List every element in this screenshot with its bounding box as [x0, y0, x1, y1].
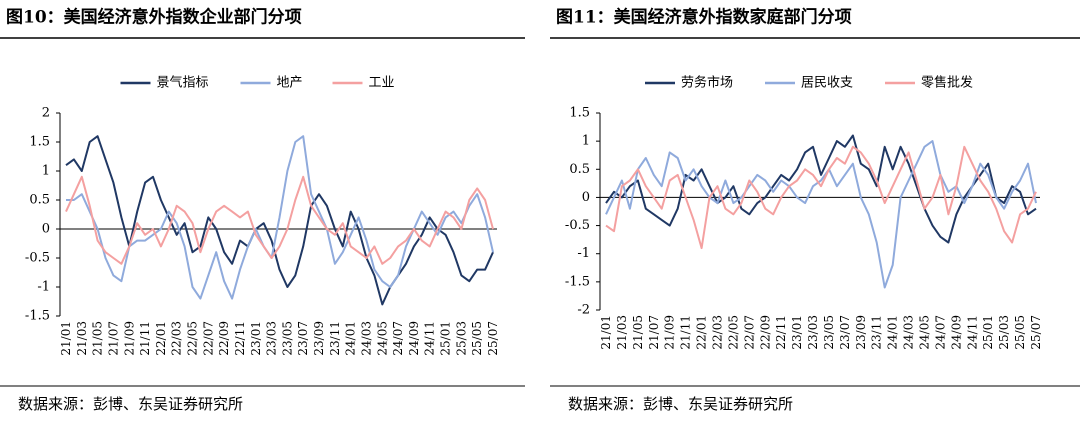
- y-tick-label: -0.5: [25, 251, 50, 266]
- x-tick-label: 22/03: [710, 315, 724, 350]
- chart-title: 图10：美国经济意外指数企业部门分项: [6, 7, 302, 28]
- y-tick-label: 0: [582, 190, 590, 205]
- x-tick-label: 23/05: [822, 315, 836, 350]
- x-tick-label: 25/01: [439, 321, 453, 356]
- x-tick-label: 22/09: [217, 321, 231, 356]
- series-line: [605, 134, 1037, 244]
- x-tick-label: 21/05: [631, 315, 645, 350]
- x-tick-label: 21/09: [122, 321, 136, 356]
- x-tick-label: 24/05: [375, 321, 389, 356]
- legend-label: 零售批发: [921, 75, 973, 91]
- x-tick-label: 24/01: [886, 315, 900, 350]
- x-tick-label: 22/11: [774, 315, 788, 350]
- x-tick-label: 25/05: [470, 321, 484, 356]
- x-tick-label: 22/07: [742, 315, 756, 350]
- x-tick-label: 25/01: [981, 315, 995, 350]
- x-tick-label: 23/01: [790, 315, 804, 350]
- x-tick-label: 23/05: [280, 321, 294, 356]
- x-tick-label: 25/03: [997, 315, 1011, 350]
- y-tick-label: 1.5: [29, 135, 50, 150]
- legend-label: 景气指标: [157, 75, 209, 91]
- x-tick-label: 21/03: [75, 321, 89, 356]
- x-tick-label: 23/03: [265, 321, 279, 356]
- x-tick-label: 24/03: [902, 315, 916, 350]
- y-tick-label: -1.5: [25, 309, 50, 324]
- x-tick-label: 23/09: [312, 321, 326, 356]
- x-tick-label: 21/03: [615, 315, 629, 350]
- x-tick-label: 22/09: [758, 315, 772, 350]
- series-line: [65, 135, 494, 306]
- y-tick-label: -1: [577, 246, 590, 261]
- x-tick-label: 25/07: [486, 321, 500, 356]
- chart-title: 图11：美国经济意外指数家庭部门分项: [556, 7, 852, 28]
- y-tick-label: 1: [42, 164, 50, 179]
- y-tick-label: 1: [582, 134, 590, 149]
- y-tick-label: 1.5: [569, 106, 590, 121]
- series-line: [605, 145, 1037, 250]
- x-tick-label: 21/11: [679, 315, 693, 350]
- x-tick-label: 21/07: [106, 321, 120, 356]
- source: 数据来源：彭博、东吴证券研究所: [568, 395, 793, 413]
- series-line: [66, 135, 494, 300]
- y-tick-label: -0.5: [565, 218, 590, 233]
- y-tick-label: 2: [42, 106, 50, 121]
- x-tick-label: 24/01: [344, 321, 358, 356]
- x-tick-label: 25/05: [1013, 315, 1027, 350]
- x-tick-label: 23/09: [854, 315, 868, 350]
- y-tick-label: -1: [37, 280, 50, 295]
- legend-label: 居民收支: [801, 76, 853, 91]
- legend-label: 地产: [277, 76, 303, 91]
- y-tick-label: -1.5: [565, 274, 590, 289]
- x-tick-label: 22/01: [695, 315, 709, 350]
- x-tick-label: 23/03: [806, 315, 820, 350]
- y-tick-label: 0.5: [29, 193, 50, 208]
- x-tick-label: 21/09: [663, 315, 677, 350]
- x-tick-label: 22/03: [170, 321, 184, 356]
- x-tick-label: 21/05: [91, 321, 105, 356]
- x-tick-label: 24/11: [965, 315, 979, 350]
- x-tick-label: 23/07: [838, 315, 852, 350]
- y-tick-label: 0: [42, 222, 50, 237]
- x-tick-label: 24/05: [918, 315, 932, 350]
- x-tick-label: 24/09: [949, 315, 963, 350]
- x-tick-label: 24/09: [407, 321, 421, 356]
- x-tick-label: 22/05: [726, 315, 740, 350]
- x-tick-label: 23/07: [296, 321, 310, 356]
- x-tick-label: 22/05: [186, 321, 200, 356]
- x-tick-label: 21/01: [599, 315, 613, 350]
- x-tick-label: 22/07: [201, 321, 215, 356]
- series-line: [605, 140, 1037, 289]
- x-tick-label: 23/11: [870, 315, 884, 350]
- x-tick-label: 24/03: [359, 321, 373, 356]
- y-tick-label: -2: [577, 303, 590, 318]
- series-line: [65, 175, 494, 265]
- x-tick-label: 22/01: [154, 321, 168, 356]
- x-tick-label: 24/07: [933, 315, 947, 350]
- y-tick-label: 0.5: [569, 162, 590, 177]
- legend-label: 劳务市场: [681, 75, 733, 91]
- x-tick-label: 24/11: [423, 321, 437, 356]
- x-tick-label: 25/03: [454, 321, 468, 356]
- x-tick-label: 21/01: [59, 321, 73, 356]
- x-tick-label: 23/01: [249, 321, 263, 356]
- x-tick-label: 23/11: [328, 321, 342, 356]
- x-tick-label: 21/11: [138, 321, 152, 356]
- x-tick-label: 21/07: [647, 315, 661, 350]
- x-tick-label: 22/11: [233, 321, 247, 356]
- x-tick-label: 24/07: [391, 321, 405, 356]
- x-tick-label: 25/07: [1029, 315, 1043, 350]
- legend-label: 工业: [369, 76, 395, 91]
- source: 数据来源：彭博、东吴证券研究所: [18, 395, 243, 413]
